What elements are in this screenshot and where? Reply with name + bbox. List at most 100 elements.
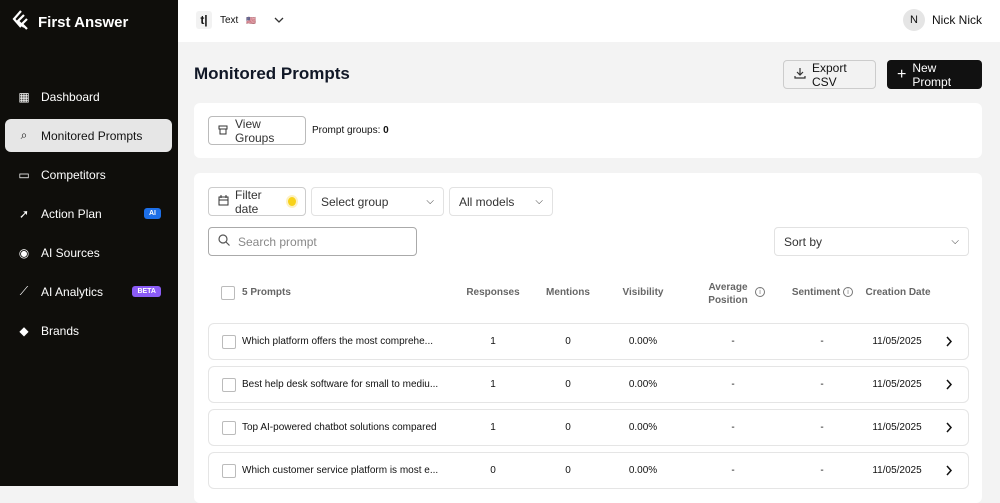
- visibility-value: 0.00%: [628, 379, 658, 390]
- mentions-value: 0: [565, 336, 571, 347]
- chevron-down-icon: ⌵: [426, 196, 434, 207]
- position-value: -: [731, 379, 735, 390]
- avg-line1: Average: [708, 282, 748, 293]
- chevron-right-icon[interactable]: [945, 379, 953, 393]
- view-groups-button[interactable]: View Groups: [208, 116, 306, 145]
- new-prompt-label: New Prompt: [912, 60, 952, 89]
- sidebar-item-label: Dashboard: [41, 89, 100, 104]
- workspace-selector[interactable]: t| Text 🇺🇸: [196, 11, 284, 29]
- sentiment-value: -: [820, 379, 824, 390]
- search-icon: [218, 234, 230, 249]
- filter-date-button[interactable]: Filter date: [208, 187, 306, 216]
- row-checkbox[interactable]: [222, 464, 236, 478]
- header-mentions[interactable]: Mentions: [546, 287, 590, 298]
- prompt-count: 5 Prompts: [242, 287, 291, 298]
- tag-icon: ◆: [19, 323, 29, 338]
- sidebar: First Answer ▦ Dashboard ⌕ Monitored Prompt…: [0, 0, 178, 486]
- header-creation-date[interactable]: Creation Date: [865, 287, 931, 298]
- table-row[interactable]: Which customer service platform is most …: [208, 452, 969, 489]
- export-csv-button[interactable]: Export CSV: [783, 60, 876, 89]
- export-label: Export CSV: [812, 60, 847, 89]
- search-prompt-input[interactable]: Search prompt: [208, 227, 417, 256]
- sidebar-item-dashboard[interactable]: ▦ Dashboard: [5, 80, 172, 113]
- download-icon: [794, 67, 806, 82]
- header-responses[interactable]: Responses: [466, 287, 520, 298]
- position-value: -: [731, 422, 735, 433]
- visibility-value: 0.00%: [628, 465, 658, 476]
- chevron-down-icon: ⌵: [951, 236, 959, 247]
- filter-date-label: Filter date: [235, 187, 262, 216]
- date-value: 11/05/2025: [872, 379, 922, 390]
- sidebar-item-ai-sources[interactable]: ◉ AI Sources: [5, 236, 172, 269]
- sentiment-value: -: [820, 465, 824, 476]
- mentions-value: 0: [565, 422, 571, 433]
- logo[interactable]: First Answer: [12, 10, 128, 34]
- date-value: 11/05/2025: [872, 336, 922, 347]
- responses-value: 1: [490, 336, 496, 347]
- select-group-value: Select group: [321, 194, 389, 209]
- sidebar-item-label: Monitored Prompts: [41, 128, 143, 143]
- responses-value: 1: [490, 422, 496, 433]
- header-average-position[interactable]: Average Position: [708, 281, 747, 307]
- select-group-dropdown[interactable]: Select group ⌵: [311, 187, 444, 216]
- chevron-right-icon[interactable]: [945, 336, 953, 350]
- table-row[interactable]: Top AI-powered chatbot solutions compare…: [208, 409, 969, 446]
- prompt-groups-label: Prompt groups: 0: [312, 125, 389, 136]
- workspace-name: Text: [220, 14, 239, 26]
- sidebar-item-brands[interactable]: ◆ Brands: [5, 314, 172, 347]
- prompt-text: Best help desk software for small to med…: [242, 379, 439, 390]
- sidebar-item-label: Action Plan: [41, 206, 102, 221]
- search-placeholder: Search prompt: [238, 234, 317, 249]
- flag-icon: 🇺🇸: [246, 15, 257, 25]
- app-name: First Answer: [38, 13, 129, 31]
- mentions-value: 0: [565, 379, 571, 390]
- row-checkbox[interactable]: [222, 421, 236, 435]
- sidebar-item-monitored-prompts[interactable]: ⌕ Monitored Prompts: [5, 119, 172, 152]
- visibility-value: 0.00%: [628, 422, 658, 433]
- info-icon[interactable]: i: [755, 287, 765, 297]
- info-icon[interactable]: i: [843, 287, 853, 297]
- sidebar-item-ai-analytics[interactable]: ⟋ AI Analytics BETA: [5, 275, 172, 308]
- page-title: Monitored Prompts: [194, 64, 350, 83]
- row-checkbox[interactable]: [222, 335, 236, 349]
- sidebar-badge: BETA: [132, 286, 161, 297]
- topbar: t| Text 🇺🇸 N Nick Nick: [178, 0, 1000, 42]
- position-value: -: [731, 336, 735, 347]
- user-menu[interactable]: N Nick Nick: [903, 9, 982, 31]
- table-row[interactable]: Which platform offers the most comprehe.…: [208, 323, 969, 360]
- sidebar-item-label: Brands: [41, 323, 80, 338]
- new-prompt-button[interactable]: + New Prompt: [887, 60, 982, 89]
- table-row[interactable]: Best help desk software for small to med…: [208, 366, 969, 403]
- logo-icon: [12, 10, 30, 34]
- header-sentiment[interactable]: Sentiment: [791, 287, 841, 298]
- prompt-groups-text: Prompt groups:: [312, 125, 381, 136]
- chevron-right-icon[interactable]: [945, 422, 953, 436]
- groups-card: View Groups Prompt groups: 0: [194, 103, 982, 158]
- chevron-right-icon[interactable]: [945, 465, 953, 479]
- select-all-checkbox[interactable]: [221, 286, 235, 300]
- rocket-icon: ➚: [18, 206, 30, 221]
- chevron-down-icon: [274, 15, 284, 26]
- row-checkbox[interactable]: [222, 378, 236, 392]
- sidebar-item-action-plan[interactable]: ➚ Action Plan AI: [5, 197, 172, 230]
- header-visibility[interactable]: Visibility: [622, 287, 664, 298]
- search-chart-icon: ⌕: [20, 128, 28, 142]
- prompt-groups-count: 0: [383, 125, 389, 136]
- plus-icon: +: [897, 65, 907, 83]
- sort-by-dropdown[interactable]: Sort by ⌵: [774, 227, 969, 256]
- sidebar-badge: AI: [144, 208, 161, 219]
- workspace-icon: t|: [196, 11, 212, 29]
- sort-by-value: Sort by: [784, 234, 823, 249]
- view-groups-label: View Groups: [235, 116, 275, 145]
- date-value: 11/05/2025: [872, 422, 922, 433]
- sidebar-item-competitors[interactable]: ▭ Competitors: [5, 158, 172, 191]
- models-dropdown[interactable]: All models ⌵: [449, 187, 553, 216]
- folder-user-icon: ▭: [18, 167, 30, 182]
- sidebar-item-label: AI Analytics: [41, 284, 104, 299]
- models-value: All models: [459, 194, 515, 209]
- calendar-icon: [218, 194, 229, 209]
- responses-value: 0: [490, 465, 496, 476]
- mentions-value: 0: [565, 465, 571, 476]
- avatar: N: [903, 9, 925, 31]
- prompt-text: Which platform offers the most comprehe.…: [242, 336, 434, 347]
